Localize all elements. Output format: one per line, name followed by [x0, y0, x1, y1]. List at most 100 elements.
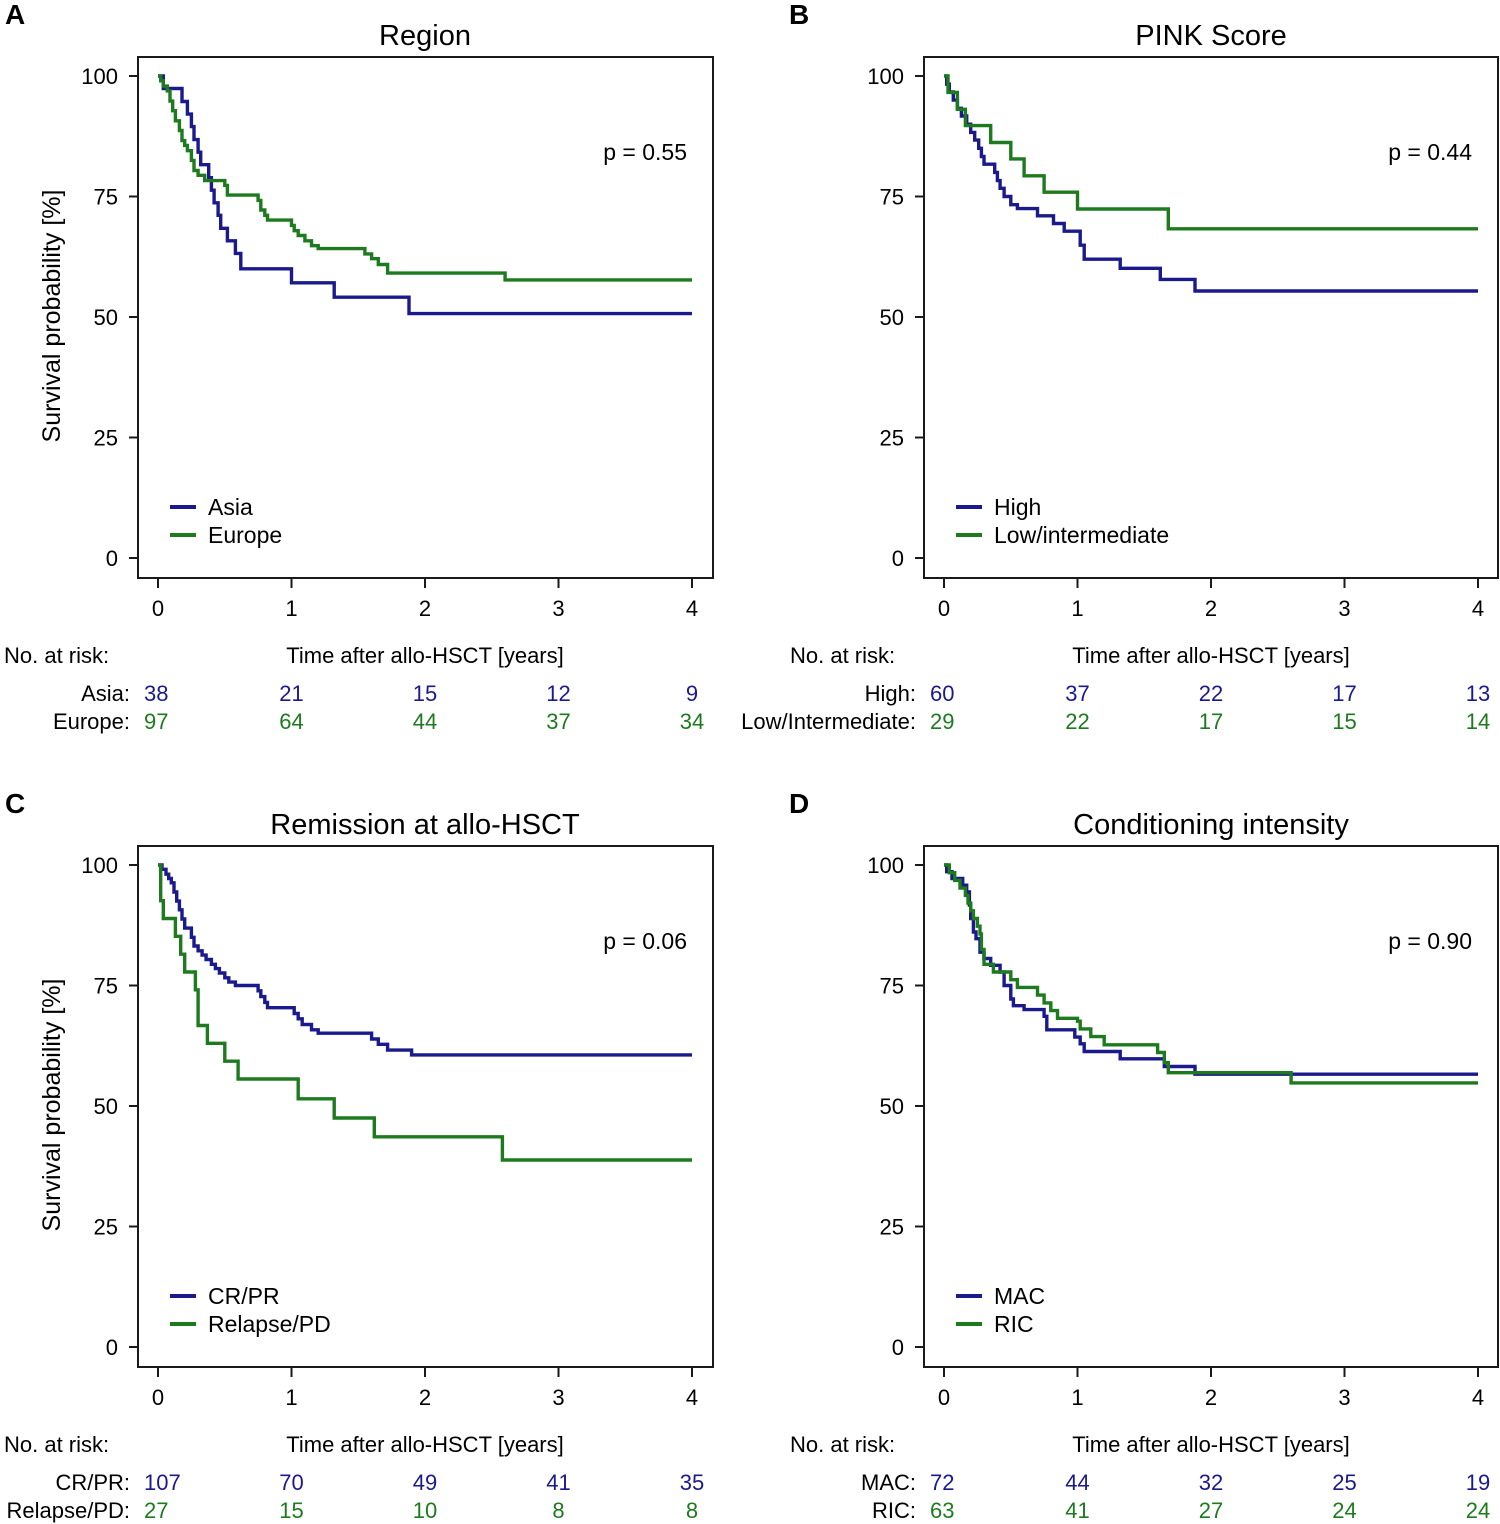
x-tick-label: 1: [285, 1385, 297, 1410]
risk-count: 24: [1466, 1498, 1490, 1523]
risk-count: 97: [144, 709, 168, 734]
y-tick-label: 75: [880, 974, 904, 999]
risk-row-label: MAC:: [861, 1470, 916, 1495]
x-tick-label: 4: [1472, 1385, 1484, 1410]
risk-count: 15: [413, 681, 437, 706]
x-tick-label: 0: [152, 596, 164, 621]
legend-entry: Low/intermediate: [994, 522, 1169, 548]
x-axis-label: Time after allo-HSCT [years]: [286, 643, 564, 668]
risk-count: 19: [1466, 1470, 1490, 1495]
x-tick-label: 2: [419, 596, 431, 621]
risk-count: 35: [680, 1470, 704, 1495]
y-tick-label: 50: [94, 1094, 118, 1119]
risk-count: 25: [1332, 1470, 1356, 1495]
risk-count: 27: [1199, 1498, 1223, 1523]
y-axis: 0 25 50 75 100: [81, 64, 138, 571]
y-tick-label: 100: [81, 853, 118, 878]
y-tick-label: 0: [106, 546, 118, 571]
legend-entry: RIC: [994, 1311, 1034, 1337]
legend-entry: MAC: [994, 1283, 1045, 1309]
risk-count: 107: [144, 1470, 181, 1495]
y-tick-label: 25: [880, 426, 904, 451]
y-tick-label: 75: [94, 185, 118, 210]
risk-count: 44: [413, 709, 437, 734]
risk-row-label: Europe:: [53, 709, 130, 734]
p-value-label: p = 0.90: [1388, 928, 1472, 954]
risk-table: No. at risk: Time after allo-HSCT [years]…: [741, 643, 1490, 734]
risk-table-header: No. at risk:: [4, 643, 109, 668]
risk-row-label: CR/PR:: [55, 1470, 130, 1495]
y-tick-label: 75: [94, 974, 118, 999]
x-tick-label: 0: [152, 1385, 164, 1410]
risk-count: 37: [1065, 681, 1089, 706]
risk-count: 60: [930, 681, 954, 706]
y-tick-label: 0: [106, 1335, 118, 1360]
km-curve-low-intermediate: [944, 74, 1478, 231]
x-tick-label: 3: [1338, 596, 1350, 621]
panel-d: D Conditioning intensity 0 25 50 75 100 0 1 2 3 4 p …: [789, 788, 1499, 1523]
x-axis-label: Time after allo-HSCT [years]: [1072, 1432, 1350, 1457]
x-axis: 0 1 2 3 4: [938, 578, 1484, 621]
y-tick-label: 75: [880, 185, 904, 210]
x-tick-label: 0: [938, 596, 950, 621]
panel-letter: A: [5, 0, 25, 30]
risk-count: 70: [279, 1470, 303, 1495]
km-curve-relapse-pd: [158, 863, 692, 1162]
risk-row-label: Asia:: [81, 681, 130, 706]
risk-count: 10: [413, 1498, 437, 1523]
legend-entry: High: [994, 494, 1041, 520]
risk-count: 14: [1466, 709, 1490, 734]
km-curve-high: [944, 74, 1478, 293]
risk-count: 8: [686, 1498, 698, 1523]
y-axis-label: Survival probability [%]: [38, 979, 66, 1232]
risk-table: No. at risk: Time after allo-HSCT [years]…: [4, 643, 704, 734]
risk-count: 21: [279, 681, 303, 706]
risk-count: 29: [930, 709, 954, 734]
x-tick-label: 2: [1205, 1385, 1217, 1410]
risk-count: 37: [546, 709, 570, 734]
legend-entry: Europe: [208, 522, 282, 548]
y-tick-label: 50: [94, 305, 118, 330]
y-tick-label: 100: [867, 64, 904, 89]
legend-entry: Asia: [208, 494, 253, 520]
x-axis-label: Time after allo-HSCT [years]: [286, 1432, 564, 1457]
risk-count: 17: [1332, 681, 1356, 706]
risk-count: 24: [1332, 1498, 1356, 1523]
panel-letter: C: [5, 788, 25, 819]
risk-count: 41: [1065, 1498, 1089, 1523]
chart-title: Remission at allo-HSCT: [270, 809, 580, 841]
x-tick-label: 1: [1071, 596, 1083, 621]
risk-count: 12: [546, 681, 570, 706]
risk-table-header: No. at risk:: [790, 1432, 895, 1457]
risk-row-label: High:: [865, 681, 916, 706]
x-tick-label: 1: [285, 596, 297, 621]
risk-count: 72: [930, 1470, 954, 1495]
x-tick-label: 4: [686, 596, 698, 621]
km-curve-ric: [944, 863, 1478, 1085]
x-axis: 0 1 2 3 4: [152, 578, 698, 621]
km-curve-europe: [158, 74, 692, 282]
panel-letter: B: [789, 0, 809, 30]
p-value-label: p = 0.55: [603, 139, 687, 165]
x-tick-label: 0: [938, 1385, 950, 1410]
y-axis: 0 25 50 75 100: [867, 64, 924, 571]
x-tick-label: 3: [1338, 1385, 1350, 1410]
risk-count: 44: [1065, 1470, 1089, 1495]
risk-row-label: Low/Intermediate:: [741, 709, 916, 734]
x-tick-label: 3: [552, 596, 564, 621]
km-curve-cr-pr: [158, 863, 692, 1057]
y-tick-label: 25: [94, 426, 118, 451]
risk-count: 38: [144, 681, 168, 706]
y-tick-label: 0: [892, 1335, 904, 1360]
risk-table-header: No. at risk:: [4, 1432, 109, 1457]
x-axis: 0 1 2 3 4: [938, 1367, 1484, 1410]
risk-row-label: Relapse/PD:: [6, 1498, 130, 1523]
y-tick-label: 50: [880, 1094, 904, 1119]
risk-count: 22: [1065, 709, 1089, 734]
